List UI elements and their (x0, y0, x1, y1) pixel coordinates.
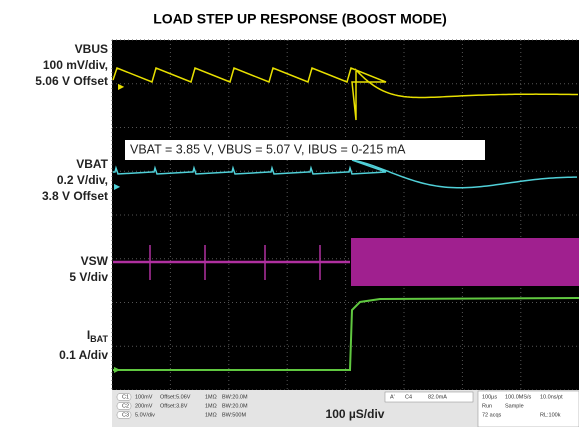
trigger-text: 82.0mA (428, 394, 447, 400)
channel-label: VBUS (75, 42, 108, 56)
annotation-bg (125, 140, 485, 160)
channel-label: 0.2 V/div, (57, 173, 108, 187)
scope-screen (112, 40, 579, 390)
status-text: C2 (122, 403, 129, 409)
channel-label: VSW (81, 254, 109, 268)
vbus-trace (112, 66, 579, 121)
timebase: 100 µS/div (326, 407, 385, 421)
channel-label: 3.8 V Offset (42, 189, 108, 203)
vbat-trace (113, 159, 578, 189)
channel-box (116, 393, 132, 401)
channel-label: 5.06 V Offset (35, 74, 108, 88)
status-text: BW:20.0M (222, 394, 248, 400)
status-text: Offset:5.06V (160, 394, 191, 400)
channel-label: 5 V/div (69, 270, 108, 284)
annotation: VBAT = 3.85 V, VBUS = 5.07 V, IBUS = 0-2… (130, 142, 406, 156)
traces: ▶ ▶ ▶ (112, 66, 579, 374)
acq-text: Sample (505, 403, 524, 409)
status-text: 1MΩ (205, 394, 217, 400)
channel-box (116, 411, 132, 419)
status-text: BW:20.0M (222, 403, 248, 409)
acq-text: Run (482, 403, 492, 409)
status-text: 1MΩ (205, 412, 217, 418)
status-text: C3 (122, 412, 129, 418)
marker: ▶ (118, 82, 125, 91)
acq-text: RL:100k (540, 412, 561, 418)
status-text: 200mV (135, 403, 153, 409)
marker: ▶ (114, 182, 121, 191)
acq-text: 100µs (482, 394, 497, 400)
trigger-text: A' (390, 394, 395, 400)
status-text: 100mV (135, 394, 153, 400)
channel-box (116, 402, 132, 410)
channel-name-main: I (87, 328, 90, 342)
trigger-box (384, 391, 474, 403)
marker: ▶ (114, 365, 121, 374)
trigger-text: C4 (405, 394, 412, 400)
status-text: Offset:3.8V (160, 403, 188, 409)
acq-box (477, 390, 579, 427)
channel-label: 0.1 A/div (59, 348, 108, 362)
acq-text: 10.0ns/pt (540, 394, 563, 400)
status-text: C1 (122, 394, 129, 400)
status-text: BW:500M (222, 412, 246, 418)
status-text: 1MΩ (205, 403, 217, 409)
channel-name-sub: BAT (90, 334, 108, 344)
title: LOAD STEP UP RESPONSE (BOOST MODE) (153, 11, 447, 27)
channel-name: IBAT (87, 328, 109, 344)
acq-text: 100.0MS/s (505, 394, 532, 400)
vsw-switching (351, 238, 579, 286)
channel-label: 100 mV/div, (43, 58, 108, 72)
status-text: 5.0V/div (135, 412, 155, 418)
channel-label: VBAT (76, 157, 108, 171)
acq-text: 72 acqs (482, 412, 502, 418)
ibat-trace (113, 297, 579, 371)
